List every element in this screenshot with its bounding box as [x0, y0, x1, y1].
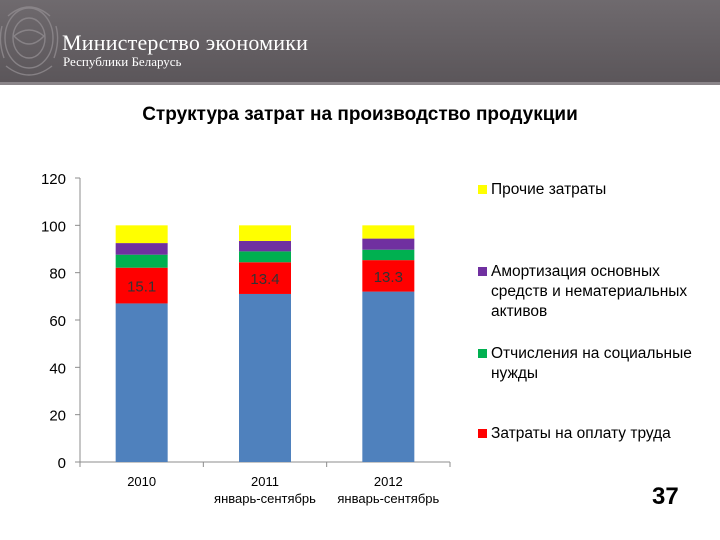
bar-segment: [239, 240, 291, 252]
header-divider: [0, 82, 720, 85]
y-tick-label: 80: [49, 266, 66, 283]
x-category-label: 2012: [374, 474, 403, 489]
bar-segment: [239, 251, 291, 263]
ministry-header: Министерство экономики Республики Белару…: [0, 0, 720, 82]
x-category-label: 2011: [251, 474, 279, 489]
bar-segment: [239, 293, 291, 462]
x-category-label: 2010: [127, 474, 156, 489]
bar-segment: [239, 262, 291, 294]
legend-label: Прочие затраты: [491, 181, 607, 198]
bar-segment: [115, 303, 168, 462]
legend-label: Амортизация основных средств и нематериа…: [491, 263, 688, 320]
bar-segment: [115, 243, 168, 255]
bar-data-label: 15.1: [127, 279, 156, 296]
legend-label: Отчисления на социальные нужды: [491, 345, 692, 382]
legend-swatch: [478, 349, 487, 358]
y-tick-label: 120: [41, 171, 66, 188]
legend-label: Затраты на оплату труда: [491, 425, 671, 442]
y-tick-label: 100: [41, 218, 66, 235]
ministry-title: Министерство экономики: [62, 30, 309, 55]
bar-segment: [115, 254, 168, 268]
legend-swatch: [478, 185, 487, 194]
x-category-label: январь-сентябрь: [214, 491, 316, 506]
bar-segment: [362, 260, 415, 292]
y-tick-label: 0: [58, 455, 66, 472]
y-tick-label: 40: [49, 360, 66, 377]
legend-swatch: [478, 267, 487, 276]
bar-segment: [362, 249, 415, 261]
bar-segment: [239, 225, 291, 241]
bar-segment: [115, 267, 168, 304]
y-tick-label: 20: [49, 408, 66, 425]
bar-segment: [362, 291, 415, 462]
chart-legend: Прочие затраты Амортизация основных средс…: [478, 170, 714, 490]
ministry-subtitle: Республики Беларусь: [63, 54, 182, 69]
page-number: 37: [652, 483, 679, 510]
bar-segment: [115, 225, 168, 244]
bar-segment: [362, 225, 415, 239]
legend-swatch: [478, 429, 487, 438]
bar-data-label: 13.4: [250, 271, 279, 288]
y-tick-label: 60: [49, 313, 66, 330]
bar-segment: [362, 238, 415, 250]
slide-title: Структура затрат на производство продукц…: [142, 104, 578, 125]
x-category-label: январь-сентябрь: [337, 491, 439, 506]
coat-of-arms-emblem-icon: [0, 6, 59, 76]
bar-data-label: 13.3: [374, 269, 403, 286]
